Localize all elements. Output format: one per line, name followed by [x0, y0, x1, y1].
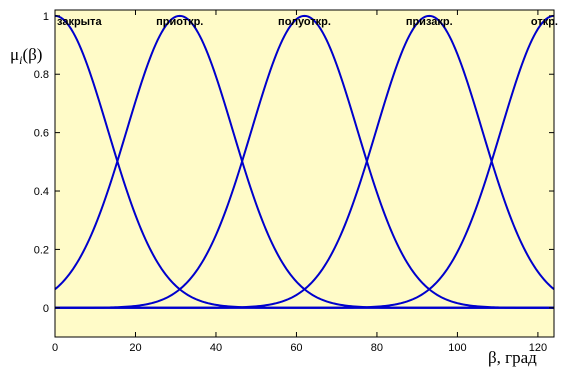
- plot-frame: [54, 9, 555, 338]
- y-axis-label-sub: i: [19, 53, 22, 67]
- plot-area: [55, 10, 554, 337]
- y-tick-label: 0.4: [34, 186, 49, 198]
- x-tick-label: 120: [529, 342, 547, 354]
- term-label: приоткр.: [156, 16, 203, 28]
- term-label: призакр.: [406, 16, 453, 28]
- x-tick-label: 100: [448, 342, 466, 354]
- y-tick-label: 1: [43, 11, 49, 23]
- x-tick-label: 80: [371, 342, 383, 354]
- x-tick-label: 0: [52, 342, 58, 354]
- term-label: полуоткр.: [278, 16, 331, 28]
- x-tick-label: 20: [129, 342, 141, 354]
- y-axis-ticks: 0 0.2 0.4 0.6 0.8 1: [34, 11, 554, 315]
- x-tick-label: 60: [290, 342, 302, 354]
- term-label: закрыта: [57, 16, 102, 28]
- x-axis-ticks: 0 20 40 60 80 100 120: [52, 10, 547, 354]
- y-tick-label: 0.6: [34, 128, 49, 140]
- x-axis-label: β, град: [488, 348, 537, 367]
- term-label: откр.: [531, 16, 558, 28]
- y-tick-label: 0.8: [34, 69, 49, 81]
- y-tick-label: 0.2: [34, 244, 49, 256]
- series-line-3: [55, 14, 554, 309]
- y-axis-label: μi(β): [10, 45, 42, 67]
- y-axis-label-main: μ: [10, 45, 19, 64]
- x-tick-label: 40: [210, 342, 222, 354]
- term-labels: закрыта приоткр. полуоткр. призакр. откр.: [57, 16, 558, 28]
- y-axis-label-arg: (β): [22, 45, 42, 64]
- y-tick-label: 0: [43, 303, 49, 315]
